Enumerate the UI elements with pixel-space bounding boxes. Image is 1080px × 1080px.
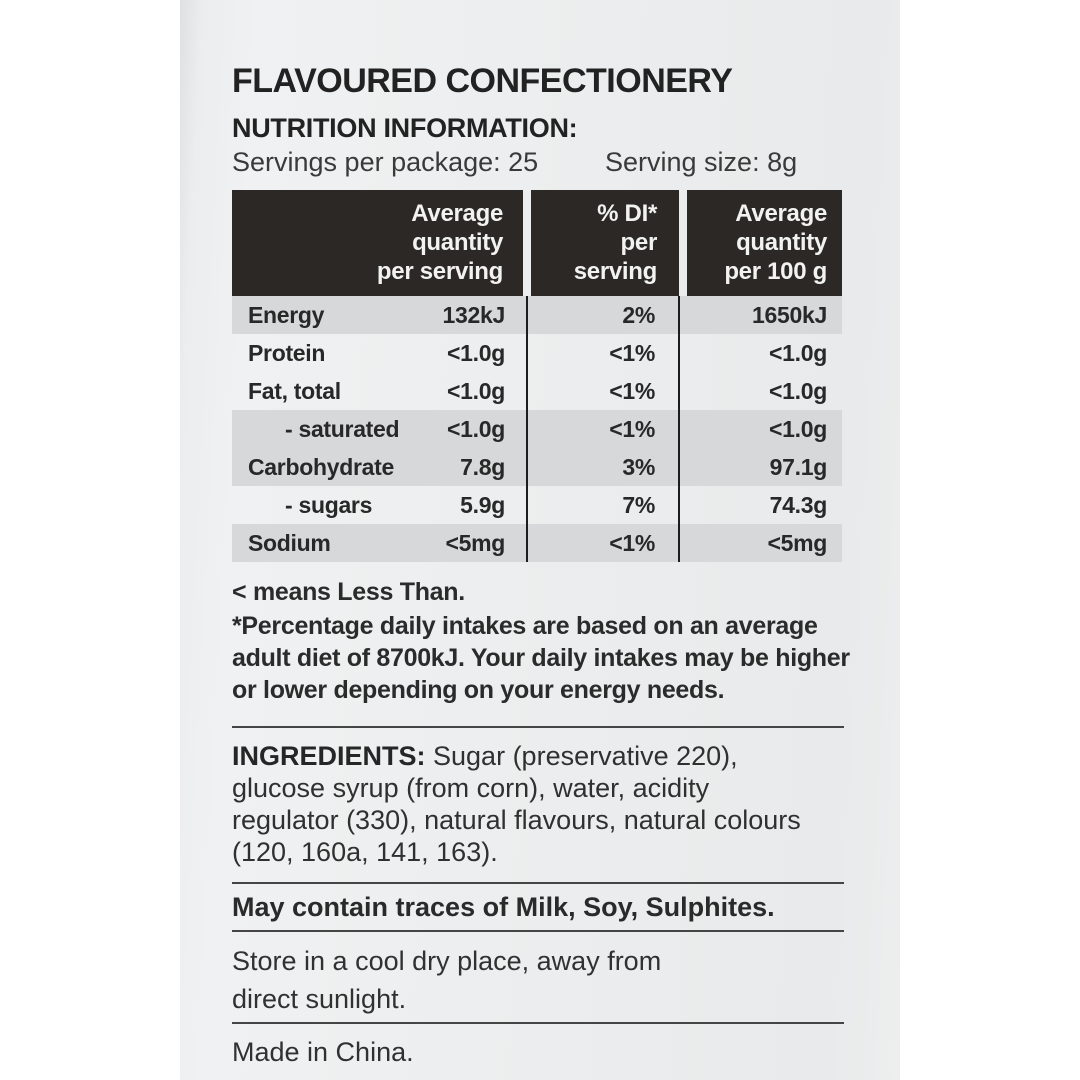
ingredients-label: INGREDIENTS: — [232, 741, 426, 771]
table-row: Energy 132kJ 2% 1650kJ — [232, 296, 842, 334]
value-per-serving: 132kJ — [442, 301, 506, 328]
table-row: Sodium <5mg <1% <5mg — [232, 524, 842, 562]
value-per-100g: <1.0g — [769, 377, 827, 404]
table-row: Carbohydrate 7.8g 3% 97.1g — [232, 448, 842, 486]
nutrient-cell: Energy 132kJ — [232, 302, 527, 329]
value-per-serving: <1.0g — [447, 377, 505, 404]
product-title: FLAVOURED CONFECTIONERY — [232, 62, 733, 100]
column-divider — [678, 296, 680, 562]
value-per-serving: <1.0g — [447, 415, 505, 442]
divider-rule — [232, 930, 844, 932]
nutrient-cell: Sodium <5mg — [232, 530, 527, 557]
allergen-statement: May contain traces of Milk, Soy, Sulphit… — [232, 892, 775, 922]
value-per-serving: 5.9g — [460, 491, 505, 518]
value-di: <1% — [609, 339, 655, 366]
ingredients-text: Sugar (preservative 220), glucose syrup … — [232, 741, 801, 867]
value-di: 3% — [622, 453, 655, 480]
servings-row: Servings per package: 25 Serving size: 8… — [232, 146, 844, 178]
column-divider — [526, 296, 528, 562]
value-di: 2% — [622, 301, 655, 328]
nutrient-cell: Protein <1.0g — [232, 340, 527, 367]
nutrient-name: - saturated — [285, 415, 400, 442]
nutrient-name: Sodium — [248, 529, 331, 556]
header-percent-di: % DI* per serving — [531, 190, 679, 296]
nutrient-cell: - sugars 5.9g — [232, 492, 527, 519]
divider-rule — [232, 1022, 844, 1024]
value-di: <1% — [609, 377, 655, 404]
value-per-100g: <5mg — [767, 529, 827, 556]
nutrition-table: Average quantity per serving % DI* per s… — [232, 190, 842, 562]
less-than-note: < means Less Than. — [232, 578, 465, 606]
table-row: Protein <1.0g <1% <1.0g — [232, 334, 842, 372]
value-per-100g: <1.0g — [769, 415, 827, 442]
nutrient-cell: Carbohydrate 7.8g — [232, 454, 527, 481]
origin-statement: Made in China. — [232, 1037, 414, 1067]
nutrient-name: - sugars — [285, 491, 373, 518]
value-per-100g: <1.0g — [769, 339, 827, 366]
serving-size: Serving size: 8g — [605, 147, 798, 177]
table-body: Energy 132kJ 2% 1650kJ Protein <1.0g <1%… — [232, 296, 842, 562]
value-per-100g: 97.1g — [769, 453, 828, 480]
value-per-100g: 74.3g — [769, 491, 828, 518]
nutrition-heading: NUTRITION INFORMATION: — [232, 113, 578, 143]
servings-per-package: Servings per package: 25 — [232, 147, 539, 177]
value-per-serving: <5mg — [445, 529, 505, 556]
table-row: - sugars 5.9g 7% 74.3g — [232, 486, 842, 524]
nutrient-name: Fat, total — [248, 377, 341, 404]
nutrient-name: Energy — [248, 301, 325, 328]
nutrient-name: Protein — [248, 339, 326, 366]
value-di: <1% — [609, 529, 655, 556]
nutrient-name: Carbohydrate — [248, 453, 394, 480]
divider-rule — [232, 882, 844, 884]
ingredients-paragraph: INGREDIENTS: Sugar (preservative 220), g… — [232, 740, 857, 868]
value-di: <1% — [609, 415, 655, 442]
value-per-serving: <1.0g — [447, 339, 505, 366]
table-header: Average quantity per serving % DI* per s… — [232, 190, 842, 296]
daily-intake-note: *Percentage daily intakes are based on a… — [232, 612, 850, 704]
value-per-100g: 1650kJ — [752, 301, 827, 328]
table-row: - saturated <1.0g <1% <1.0g — [232, 410, 842, 448]
value-per-serving: 7.8g — [460, 453, 505, 480]
header-avg-per-serving: Average quantity per serving — [232, 190, 523, 296]
header-avg-per-100g: Average quantity per 100 g — [687, 190, 842, 296]
table-row: Fat, total <1.0g <1% <1.0g — [232, 372, 842, 410]
package-label: FLAVOURED CONFECTIONERY NUTRITION INFORM… — [180, 0, 900, 1080]
nutrient-cell: Fat, total <1.0g — [232, 378, 527, 405]
nutrient-cell: - saturated <1.0g — [232, 416, 527, 443]
divider-rule — [232, 726, 844, 728]
storage-instructions: Store in a cool dry place, away from dir… — [232, 946, 662, 1014]
value-di: 7% — [622, 491, 655, 518]
